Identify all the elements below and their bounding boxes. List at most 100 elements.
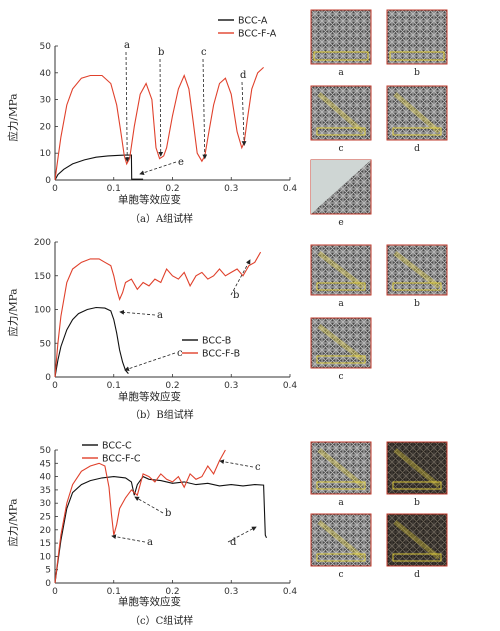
x-tick-label: 0 xyxy=(52,184,58,194)
series-line-BCC-A xyxy=(54,154,144,181)
y-tick-label: 25 xyxy=(40,513,51,523)
annotation-arrow xyxy=(111,534,146,543)
legend-entry: BCC-C xyxy=(102,441,132,452)
specimen-photo: d xyxy=(386,513,448,580)
legend-entry: BCC-B xyxy=(202,336,231,347)
annotation-label: b xyxy=(233,290,239,301)
series-line-BCC-F-A xyxy=(54,66,264,181)
x-tick-label: 0.1 xyxy=(107,587,121,597)
annotation-arrow xyxy=(139,161,177,176)
annotation-label: a xyxy=(157,310,163,321)
y-tick-label: 0 xyxy=(45,579,51,589)
annotation-label: c xyxy=(201,47,207,58)
annotation-label: e xyxy=(178,157,184,168)
specimen-photo-label: d xyxy=(414,570,420,580)
specimen-photo-label: b xyxy=(414,498,420,508)
annotation-arrow xyxy=(241,81,247,146)
chart-panel-1: 0 0.1 0.2 0.3 0.4 0 10 20 30 40 50 BCC-A BCC-F-A a b c d… xyxy=(40,16,298,195)
x-tick-label: 0.3 xyxy=(224,587,238,597)
y-tick-label: 50 xyxy=(40,446,52,456)
specimen-photo: c xyxy=(310,85,372,154)
y-tick-label: 200 xyxy=(34,238,51,248)
y-tick-label: 100 xyxy=(34,306,51,316)
annotation-label: b xyxy=(158,47,164,58)
x-tick-label: 0 xyxy=(52,381,58,391)
y-tick-label: 20 xyxy=(40,526,52,536)
x-tick-label: 0.2 xyxy=(165,381,179,391)
specimen-photo-label: a xyxy=(338,68,344,78)
annotation-label: d xyxy=(240,70,247,81)
specimen-photo: b xyxy=(386,9,448,78)
specimen-photo: a xyxy=(310,244,372,309)
annotation-arrow xyxy=(124,352,176,371)
annotation-arrow xyxy=(202,58,208,160)
specimen-photo-label: a xyxy=(338,299,344,309)
annotation-label: b xyxy=(165,508,171,519)
y-tick-label: 40 xyxy=(40,473,52,483)
y-tick-label: 50 xyxy=(40,42,52,52)
y-tick-label: 30 xyxy=(40,499,52,509)
y-tick-label: 30 xyxy=(40,96,52,106)
legend-entry: BCC-F-A xyxy=(238,29,277,40)
legend-entry: BCC-F-B xyxy=(202,349,240,360)
series-line-BCC-C xyxy=(54,475,268,584)
annotation-arrow xyxy=(219,459,254,468)
y-tick-label: 50 xyxy=(40,339,52,349)
y-tick-label: 45 xyxy=(40,459,51,469)
annotation-arrow xyxy=(124,51,130,163)
x-tick-label: 0.2 xyxy=(165,184,179,194)
specimen-photo: c xyxy=(310,317,372,382)
annotation-arrow xyxy=(134,496,164,514)
x-tick-label: 0.4 xyxy=(283,184,298,194)
chart-panel-2: 0 0.1 0.2 0.3 0.4 0 50 100 150 200 BCC-B BCC-F-B a b c xyxy=(34,238,298,391)
specimen-photo: b xyxy=(386,244,448,309)
x-tick-label: 0.3 xyxy=(224,381,238,391)
specimen-photo-label: b xyxy=(414,299,420,309)
annotation-arrow xyxy=(158,58,164,157)
x-tick-label: 0.3 xyxy=(224,184,238,194)
specimen-photo-label: d xyxy=(414,144,420,154)
specimen-photo: d xyxy=(386,85,448,154)
specimen-photo: a xyxy=(310,441,372,508)
specimen-photo-label: e xyxy=(338,218,343,228)
annotation-label: c xyxy=(255,462,261,473)
specimen-photo: a xyxy=(310,9,372,78)
x-tick-label: 0.2 xyxy=(165,587,179,597)
specimen-photo: e xyxy=(310,159,372,228)
y-tick-label: 0 xyxy=(45,373,51,383)
y-tick-label: 35 xyxy=(40,486,51,496)
annotation-label: a xyxy=(147,537,153,548)
x-tick-label: 0.1 xyxy=(107,381,121,391)
specimen-photo-label: c xyxy=(338,372,343,382)
y-tick-label: 20 xyxy=(40,122,52,132)
y-tick-label: 10 xyxy=(40,149,52,159)
specimen-thumbnails: a b c d e a b c a b c d xyxy=(310,9,448,580)
series-line-BCC-F-C xyxy=(54,449,226,584)
annotation-arrow xyxy=(119,309,156,316)
x-tick-label: 0.4 xyxy=(283,587,298,597)
annotation-arrow xyxy=(230,259,251,296)
y-tick-label: 0 xyxy=(45,176,51,186)
y-tick-label: 150 xyxy=(34,272,51,282)
x-tick-label: 0.1 xyxy=(107,184,121,194)
legend-entry: BCC-A xyxy=(238,16,268,27)
specimen-photo-label: c xyxy=(338,144,343,154)
x-tick-label: 0 xyxy=(52,587,58,597)
chart-panel-3: 0 0.1 0.2 0.3 0.4 0 5 10 15 20 25 30 35 40 45 50 BCC-C BC… xyxy=(40,441,298,598)
specimen-photo: b xyxy=(386,441,448,508)
specimen-photo-label: b xyxy=(414,68,420,78)
y-tick-label: 40 xyxy=(40,69,52,79)
x-tick-label: 0.4 xyxy=(283,381,298,391)
y-tick-label: 10 xyxy=(40,552,52,562)
y-tick-label: 5 xyxy=(45,566,51,576)
y-tick-label: 15 xyxy=(40,539,51,549)
specimen-photo: c xyxy=(310,513,372,580)
specimen-photo-label: c xyxy=(338,570,343,580)
annotation-label: d xyxy=(230,537,237,548)
annotation-arrow xyxy=(227,526,257,543)
annotation-label: c xyxy=(177,348,183,359)
legend-entry: BCC-F-C xyxy=(102,454,141,465)
annotation-label: a xyxy=(124,40,130,51)
series-line-BCC-F-B xyxy=(54,251,262,378)
